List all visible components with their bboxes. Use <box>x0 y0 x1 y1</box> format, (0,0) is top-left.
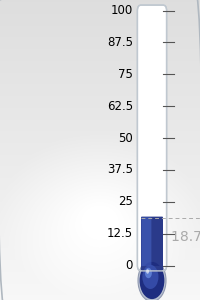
Circle shape <box>138 260 166 300</box>
Circle shape <box>140 262 164 299</box>
Polygon shape <box>141 266 163 270</box>
Text: 37.5: 37.5 <box>107 164 133 176</box>
Text: 25: 25 <box>118 195 133 208</box>
FancyBboxPatch shape <box>141 217 151 266</box>
Circle shape <box>142 265 158 289</box>
Text: 12.5: 12.5 <box>107 227 133 240</box>
Circle shape <box>146 269 149 274</box>
FancyBboxPatch shape <box>141 217 163 267</box>
Text: 50: 50 <box>118 131 133 145</box>
FancyBboxPatch shape <box>137 5 167 271</box>
Text: 0: 0 <box>126 259 133 272</box>
Text: 87.5: 87.5 <box>107 36 133 49</box>
Text: 18.7 °C: 18.7 °C <box>171 230 200 244</box>
Text: 62.5: 62.5 <box>107 100 133 112</box>
Circle shape <box>145 268 152 278</box>
Text: 75: 75 <box>118 68 133 81</box>
Text: 100: 100 <box>111 4 133 17</box>
